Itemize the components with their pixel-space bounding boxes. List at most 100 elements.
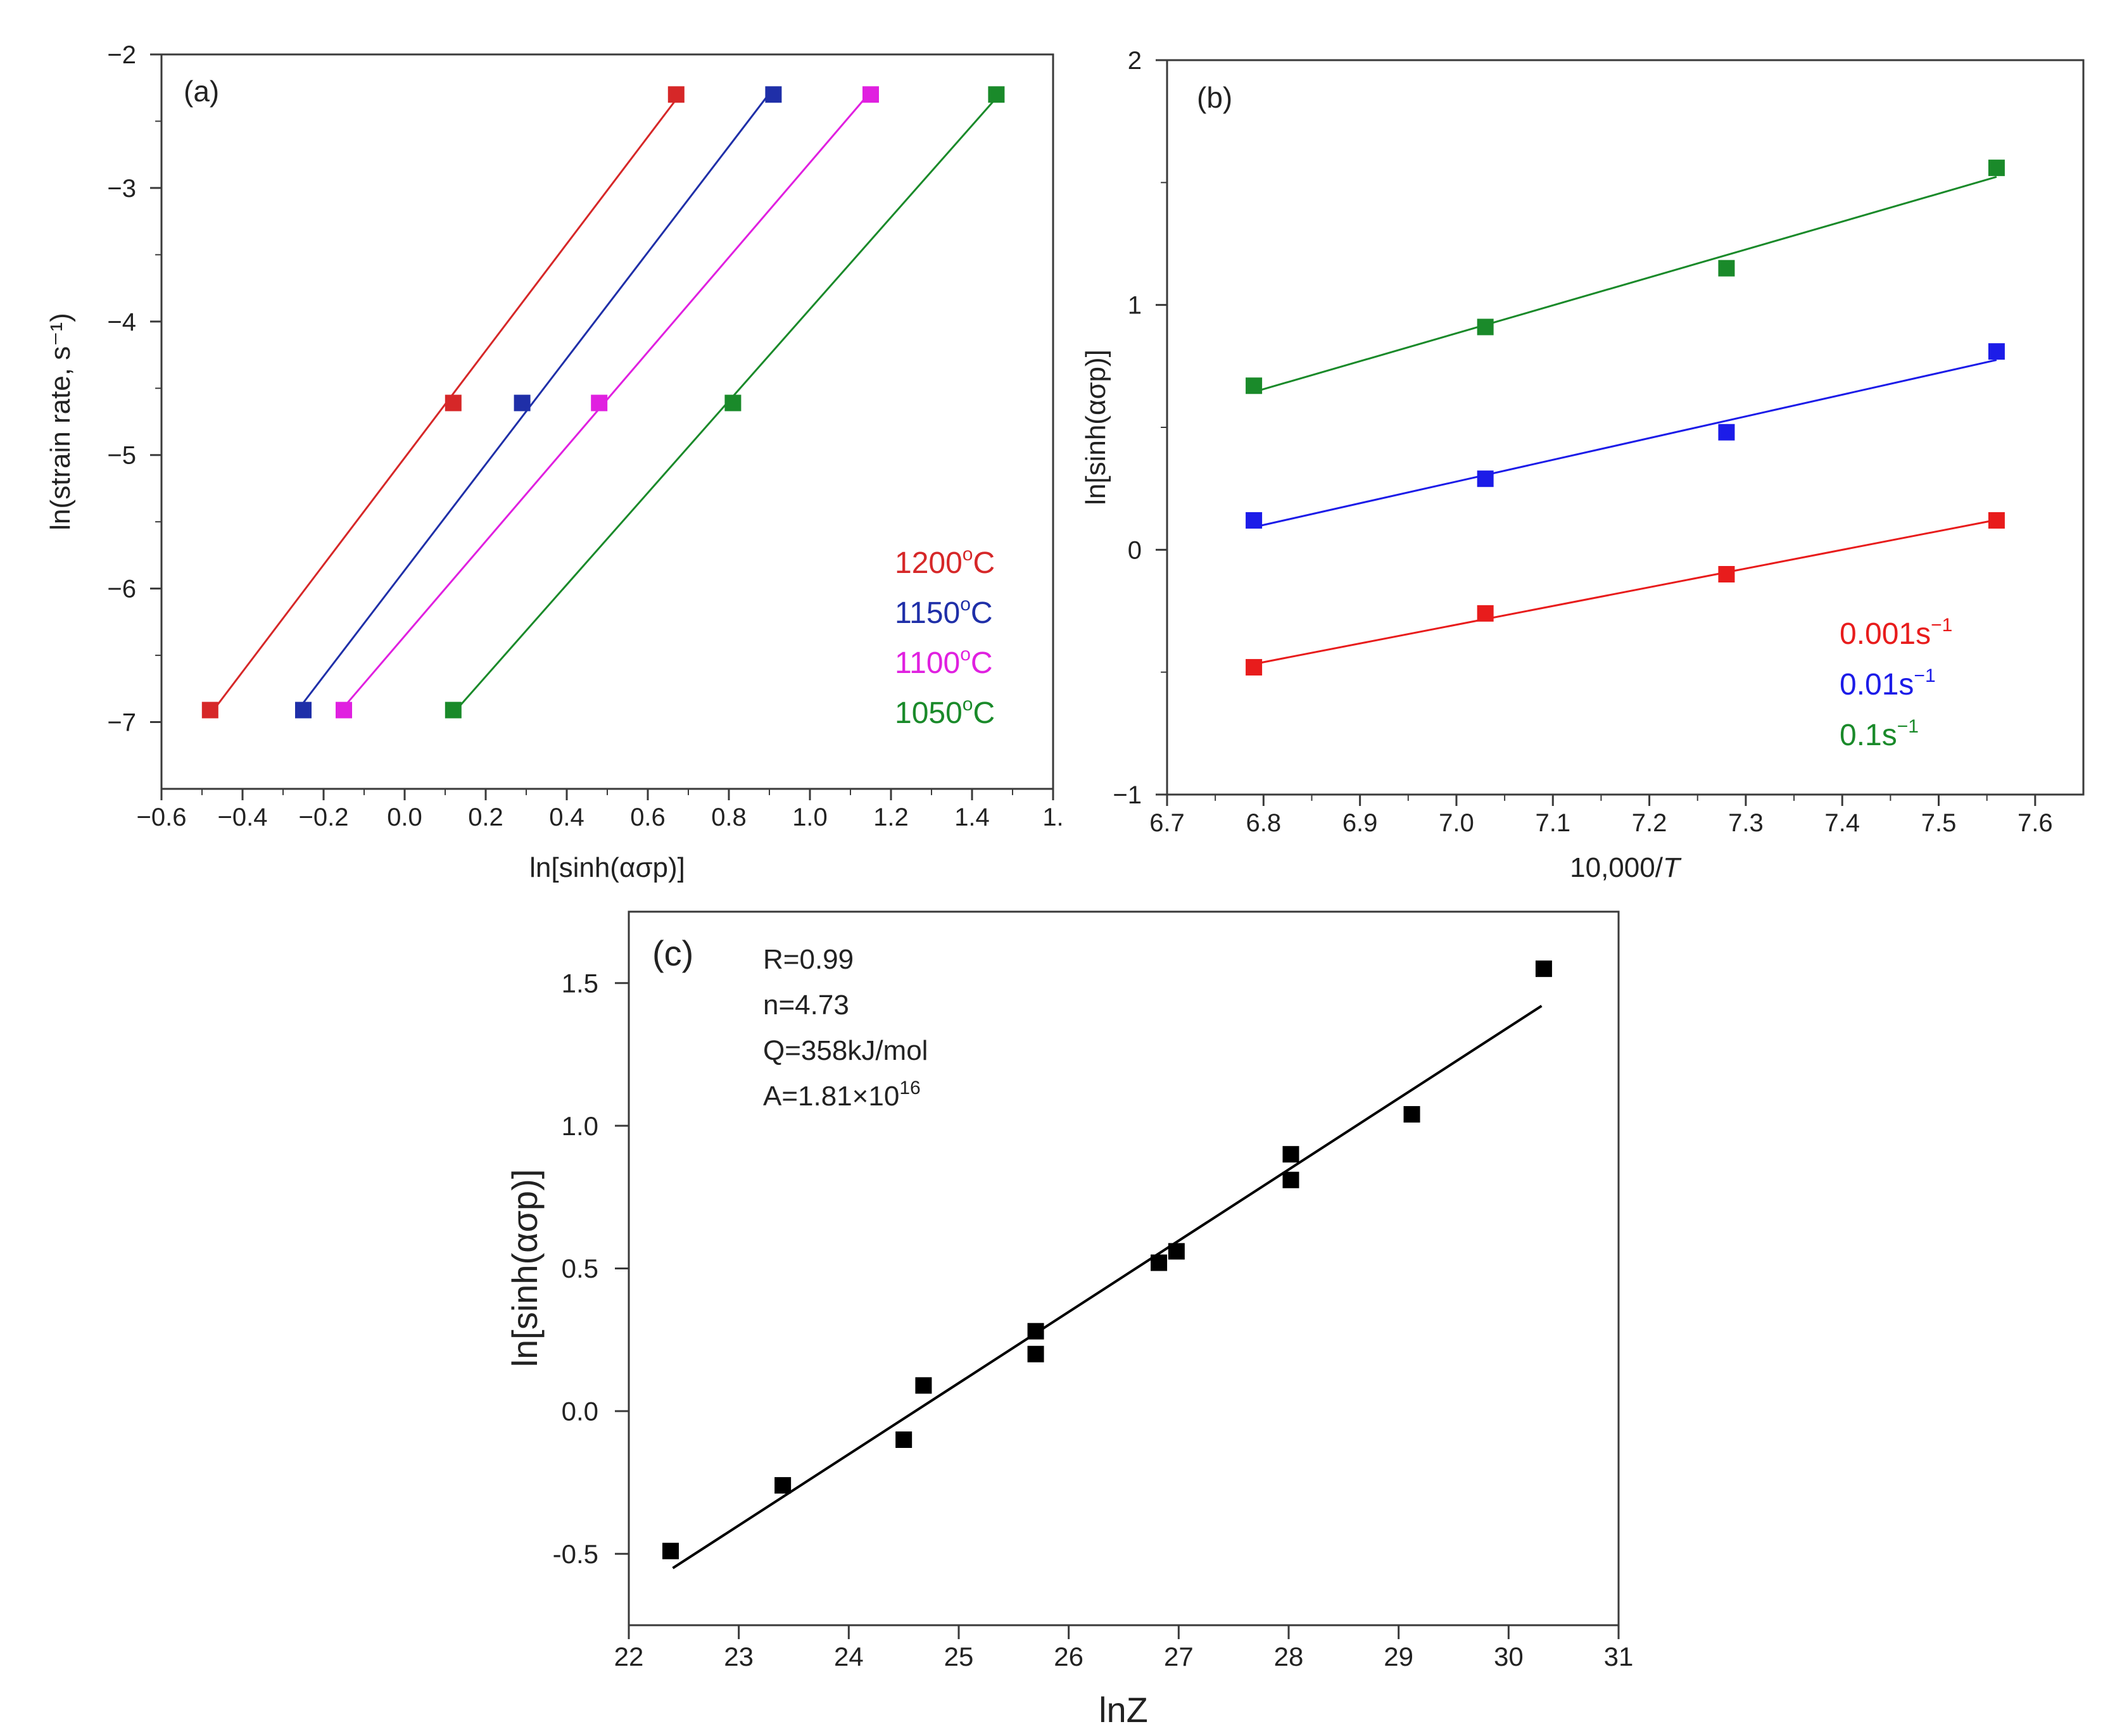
data-point [765, 86, 782, 103]
data-point [895, 1431, 913, 1448]
x-axis-title-b-main: 10,000/ [1570, 852, 1664, 883]
y-tick-label: −7 [107, 709, 136, 737]
y-axis-title-b: ln[sinh(ασp)] [1080, 349, 1111, 505]
data-point [774, 1477, 792, 1494]
annotation-n: n=4.73 [763, 990, 849, 1021]
data-point [1535, 960, 1552, 978]
x-tick-labels-b: 6.7 6.8 6.9 7.0 7.1 7.2 7.3 7.4 7.5 7.6 [1149, 809, 2052, 837]
legend-entry: 1200oC [895, 544, 995, 580]
y-tick-labels-a: −7 −6 −5 −4 −3 −2 [107, 41, 136, 737]
fit-annotations-c: R=0.99 n=4.73 Q=358kJ/mol A=1.81×1016 [763, 944, 928, 1112]
annotation-a: A=1.81×1016 [763, 1078, 921, 1112]
x-axis-title-b: 10,000/T [1570, 852, 1682, 883]
data-point [1477, 605, 1494, 622]
data-point [1027, 1345, 1044, 1362]
legend-entry: 1150oC [895, 594, 993, 630]
data-point [295, 701, 312, 719]
x-tick-label: 7.4 [1824, 809, 1860, 837]
x-axis-title-c: lnZ [1099, 1690, 1148, 1730]
data-points-a [201, 86, 1005, 719]
data-point [445, 394, 462, 412]
legend-entry-main: 1150 [895, 596, 960, 630]
legend-entry-superscript: −1 [1897, 716, 1919, 737]
ticks-a [150, 53, 1054, 800]
data-point [667, 86, 685, 103]
x-tick-label: 27 [1164, 1642, 1194, 1671]
x-tick-label: 0.6 [630, 803, 666, 831]
x-tick-label: 6.8 [1246, 809, 1282, 837]
y-tick-label: 1.0 [562, 1111, 598, 1141]
y-tick-label: 2 [1128, 47, 1142, 75]
legend-entry-main: 0.1s [1840, 719, 1897, 752]
legend-entry: 0.1s−1 [1840, 716, 1919, 752]
annotation-r: R=0.99 [763, 944, 854, 975]
x-tick-label: 28 [1274, 1642, 1304, 1671]
x-tick-label: 0.0 [387, 803, 422, 831]
legend-entry: 0.01s−1 [1840, 665, 1936, 701]
legend-entry-main: 0.01s [1840, 668, 1914, 701]
x-tick-label: 1. [1042, 803, 1063, 831]
x-tick-label: 0.8 [711, 803, 747, 831]
legend-entry-unit: C [971, 646, 993, 680]
panel-c: 22 23 24 25 26 27 28 29 30 31 -0.5 0.0 0.5 1.0 1.5 (c… [505, 910, 1633, 1730]
data-point [915, 1377, 932, 1394]
y-tick-labels-c: -0.5 0.0 0.5 1.0 1.5 [553, 968, 598, 1569]
fit-line [302, 87, 774, 703]
fit-line [1253, 359, 1997, 529]
x-axis-title-b-italic: T [1663, 852, 1682, 883]
data-point [514, 394, 531, 412]
data-point [336, 701, 352, 719]
plot-frame-b [1166, 59, 2085, 796]
x-tick-label: 0.2 [468, 803, 503, 831]
x-tick-label: −0.2 [299, 803, 349, 831]
data-point [1988, 343, 2005, 360]
legend-entry: 1050oC [895, 694, 995, 730]
x-tick-label: 24 [834, 1642, 864, 1671]
data-point [1718, 260, 1735, 277]
annotation-a-main: A=1.81×10 [763, 1081, 899, 1112]
data-point [1718, 566, 1735, 582]
fit-line [209, 99, 677, 715]
x-tick-label: 7.6 [2018, 809, 2053, 837]
legend-entry-unit: C [973, 696, 995, 730]
x-tick-label: 1.4 [954, 803, 990, 831]
x-tick-label: 1.0 [792, 803, 828, 831]
data-point [1718, 424, 1735, 441]
y-axis-title-c: ln[sinh(ασp)] [505, 1169, 545, 1368]
y-tick-label: −2 [107, 41, 136, 69]
data-point [1246, 512, 1263, 529]
x-tick-label: 22 [614, 1642, 644, 1671]
data-point [1151, 1254, 1168, 1271]
y-tick-label: 0.5 [562, 1254, 598, 1283]
x-tick-label: 7.0 [1439, 809, 1474, 837]
data-points-c [662, 960, 1552, 1559]
y-tick-label: −1 [1113, 781, 1142, 809]
data-point [1246, 377, 1263, 394]
panel-label-a: (a) [184, 75, 219, 108]
fit-line [1253, 175, 1997, 393]
fit-line [1253, 519, 1997, 665]
x-tick-label: 0.4 [549, 803, 584, 831]
y-tick-label: 0.0 [562, 1397, 598, 1426]
annotation-a-exponent: 16 [899, 1078, 920, 1098]
fit-line-c [672, 1005, 1543, 1569]
data-point [1282, 1146, 1299, 1163]
legend-entry-superscript: −1 [1931, 615, 1952, 636]
y-tick-label: 1.5 [562, 968, 598, 998]
data-point [1282, 1171, 1299, 1188]
y-tick-label: 0 [1128, 536, 1142, 564]
legend-entry-unit: C [973, 546, 995, 580]
data-point [201, 701, 218, 719]
y-tick-label: −6 [107, 576, 136, 603]
y-tick-label: 1 [1128, 292, 1142, 320]
legend-b: 0.001s−10.01s−10.1s−1 [1840, 615, 1952, 752]
data-point [662, 1542, 679, 1559]
x-tick-labels-a: −0.6 −0.4 −0.2 0.0 0.2 0.4 0.6 0.8 1.0 1.2 1.4 1. [137, 803, 1064, 831]
x-tick-label: −0.4 [218, 803, 268, 831]
legend-entry-main: 1100 [895, 646, 960, 680]
panel-label-c: (c) [652, 933, 693, 973]
x-tick-label: 6.9 [1342, 809, 1378, 837]
legend-entry-superscript: o [963, 694, 973, 715]
fit-line [672, 1005, 1543, 1569]
